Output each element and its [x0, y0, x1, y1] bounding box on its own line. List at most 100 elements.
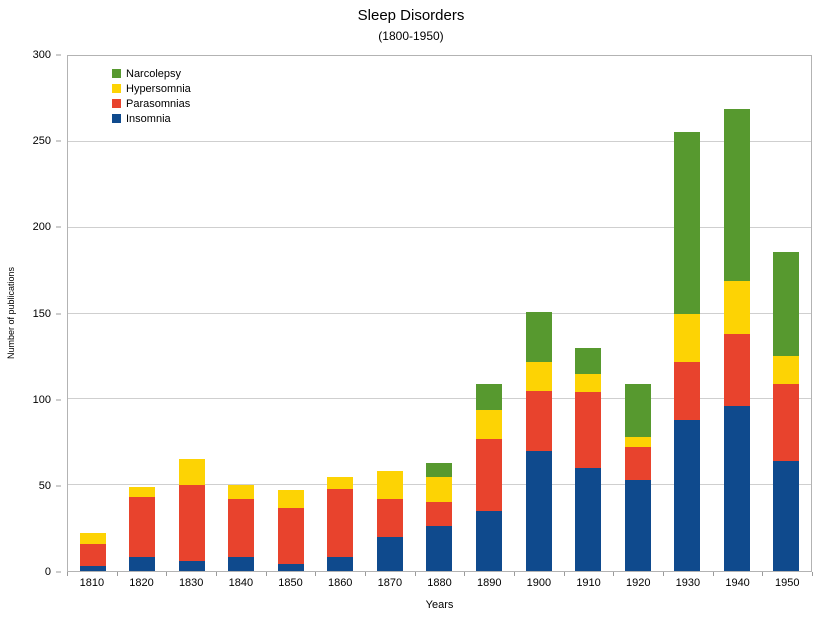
bar-1870 [365, 56, 415, 571]
y-axis-labels: 0 50 100 150 200 250 300 [0, 49, 61, 578]
x-tick-12 [663, 572, 664, 576]
bar-segment-1890-insomnia [476, 510, 503, 571]
bar-1820 [118, 56, 168, 571]
bar-1810 [68, 56, 118, 571]
bar-segment-1870-hypersomnia [376, 471, 403, 499]
bar-segment-1950-narcolepsy [773, 251, 800, 357]
bar-segment-1890-parasomnias [476, 438, 503, 511]
legend-item-hypersomnia: Hypersomnia [112, 81, 191, 96]
bar-segment-1810-insomnia [79, 565, 106, 571]
bar-segment-1940-narcolepsy [723, 109, 750, 281]
x-tick-13 [712, 572, 714, 576]
x-tick-label-1940: 1940 [725, 577, 750, 589]
bar-segment-1860-parasomnias [327, 488, 354, 558]
bar-1940 [712, 56, 762, 571]
x-tick-8 [464, 572, 466, 576]
x-tick-label-1810: 1810 [79, 577, 105, 589]
gridline-150 [68, 312, 811, 314]
bar-segment-1900-parasomnias [525, 390, 552, 451]
x-tick-label-1840: 1840 [228, 577, 254, 589]
y-tick-200 [56, 226, 61, 228]
x-tick-label-1950: 1950 [775, 577, 800, 589]
bar-segment-1950-insomnia [773, 461, 800, 571]
bar-segment-1880-narcolepsy [426, 462, 453, 477]
y-tick-label-150: 150 [32, 307, 51, 320]
bar-segment-1810-parasomnias [79, 543, 106, 566]
bar-segment-1930-parasomnias [674, 361, 701, 420]
x-tick-14 [762, 572, 764, 576]
bar-1860 [316, 56, 366, 571]
bar-1880 [415, 56, 465, 571]
bar-segment-1850-hypersomnia [277, 490, 304, 508]
bar-segment-1900-insomnia [525, 450, 552, 571]
y-tick-label-250: 250 [32, 135, 51, 148]
bar-segment-1940-parasomnias [723, 334, 750, 407]
x-tick-3 [216, 572, 217, 576]
bar-segment-1860-hypersomnia [327, 476, 354, 489]
bar-segment-1940-hypersomnia [723, 280, 750, 335]
legend-item-narcolepsy: Narcolepsy [112, 66, 191, 81]
legend-swatch-insomnia [112, 114, 121, 123]
legend-swatch-parasomnias [112, 99, 121, 108]
x-tick-label-1900: 1900 [526, 577, 552, 589]
bar-segment-1830-insomnia [178, 560, 205, 571]
bar-segment-1930-narcolepsy [674, 131, 701, 314]
bar-segment-1820-hypersomnia [129, 486, 156, 498]
bar-segment-1870-insomnia [376, 536, 403, 571]
legend: Narcolepsy Hypersomnia Parasomnias Insomnia [112, 66, 191, 126]
bars-row [68, 56, 811, 571]
bar-segment-1840-insomnia [228, 557, 255, 571]
bar-segment-1930-insomnia [674, 419, 701, 571]
chart-subtitle: (1800-1950) [378, 29, 444, 43]
x-tick-0 [67, 572, 68, 576]
bar-segment-1880-parasomnias [426, 502, 453, 527]
x-tick-5 [315, 572, 317, 576]
x-tick-15 [812, 572, 813, 576]
x-tick-2 [166, 572, 168, 576]
bar-segment-1880-insomnia [426, 526, 453, 571]
x-tick-label-1880: 1880 [427, 577, 452, 589]
bar-segment-1810-hypersomnia [79, 533, 106, 544]
bar-segment-1840-parasomnias [228, 498, 255, 558]
bar-segment-1880-hypersomnia [426, 476, 453, 503]
y-tick-150 [56, 313, 61, 314]
x-tick-7 [414, 572, 416, 576]
gridline-250 [68, 140, 811, 142]
y-tick-100 [56, 399, 61, 401]
bar-segment-1910-insomnia [575, 468, 602, 571]
y-tick-label-200: 200 [32, 221, 51, 234]
y-tick-0 [56, 571, 61, 573]
bar-segment-1940-insomnia [723, 406, 750, 571]
y-tick-label-300: 300 [32, 49, 51, 61]
x-tick-label-1860: 1860 [327, 577, 353, 589]
bar-1950 [761, 56, 811, 571]
legend-swatch-narcolepsy [112, 69, 121, 78]
x-axis-title: Years [425, 599, 454, 611]
bar-segment-1920-hypersomnia [624, 437, 651, 448]
bar-segment-1830-hypersomnia [178, 459, 205, 486]
plot-area: Narcolepsy Hypersomnia Parasomnias Insomnia [67, 55, 812, 572]
legend-item-parasomnias: Parasomnias [112, 96, 191, 111]
x-tick-label-1920: 1920 [625, 577, 651, 589]
x-tick-10 [563, 572, 565, 576]
bar-1930 [662, 56, 712, 571]
bar-segment-1890-narcolepsy [476, 383, 503, 410]
bar-segment-1910-hypersomnia [575, 373, 602, 393]
bar-1830 [167, 56, 217, 571]
x-axis-labels: 1810 1820 1830 1840 1850 1860 1870 1880 1890 1900… [67, 577, 812, 589]
bar-segment-1920-parasomnias [624, 447, 651, 481]
bar-1890 [464, 56, 514, 571]
x-tick-1 [116, 572, 118, 576]
x-tick-9 [514, 572, 515, 576]
bar-segment-1920-insomnia [624, 480, 651, 571]
bar-segment-1820-insomnia [129, 557, 156, 571]
bar-segment-1900-hypersomnia [525, 361, 552, 391]
bar-segment-1910-narcolepsy [575, 347, 602, 374]
bar-segment-1820-parasomnias [129, 497, 156, 558]
y-tick-label-100: 100 [32, 393, 51, 406]
bar-segment-1900-narcolepsy [525, 311, 552, 362]
x-tick-label-1830: 1830 [178, 577, 204, 589]
y-tick-250 [56, 140, 61, 142]
x-tick-label-1850: 1850 [278, 577, 303, 589]
